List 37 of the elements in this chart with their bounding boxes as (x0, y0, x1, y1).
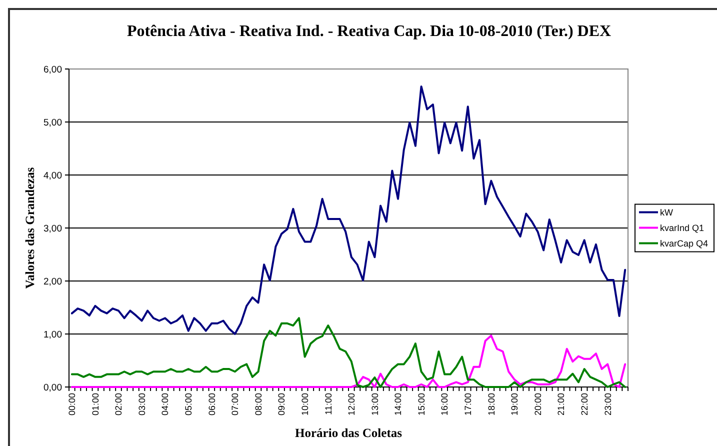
y-tick-label: 3,00 (44, 223, 62, 234)
x-tick-label: 22:00 (579, 393, 590, 416)
y-tick-label: 6,00 (44, 64, 62, 76)
x-tick-label: 23:00 (602, 393, 613, 416)
x-tick-label: 12:00 (346, 393, 357, 416)
x-tick-label: 15:00 (416, 393, 426, 416)
x-tick-label: 03:00 (136, 393, 147, 416)
y-tick-label: 0,00 (44, 382, 62, 394)
x-tick-label: 01:00 (90, 393, 100, 416)
x-tick-label: 06:00 (206, 393, 217, 416)
x-tick-label: 11:00 (323, 393, 334, 415)
x-tick-label: 16:00 (440, 393, 450, 416)
legend-label: kW (660, 207, 674, 218)
legend-label: kvarInd Q1 (660, 222, 704, 233)
x-tick-label: 21:00 (556, 393, 566, 416)
legend-label: kvarCap Q4 (660, 238, 708, 248)
y-tick-label: 4,00 (44, 170, 62, 182)
x-tick-label: 10:00 (300, 393, 310, 416)
y-tick-label: 5,00 (44, 117, 62, 128)
x-axis-title: Horário das Coletas (295, 426, 402, 440)
x-tick-label: 18:00 (486, 393, 496, 416)
x-tick-label: 13:00 (370, 393, 380, 416)
x-tick-label: 02:00 (114, 393, 124, 416)
x-tick-label: 09:00 (276, 393, 287, 416)
x-tick-label: 00:00 (67, 393, 78, 416)
x-tick-label: 17:00 (463, 393, 474, 416)
y-tick-label: 2,00 (44, 276, 62, 288)
y-tick-label: 1,00 (44, 329, 62, 340)
x-tick-label: 14:00 (393, 393, 404, 416)
chart-title: Potência Ativa - Reativa Ind. - Reativa Cap. Dia 10-08-2010 (Ter.) DEX (126, 23, 612, 40)
x-tick-label: 19:00 (510, 393, 520, 416)
x-tick-label: 07:00 (230, 393, 240, 416)
y-axis-title: Valores das Grandezas (23, 167, 37, 289)
x-tick-label: 05:00 (184, 393, 194, 416)
x-tick-label: 04:00 (160, 393, 170, 416)
x-tick-label: 08:00 (253, 393, 264, 416)
x-tick-label: 20:00 (532, 393, 543, 416)
